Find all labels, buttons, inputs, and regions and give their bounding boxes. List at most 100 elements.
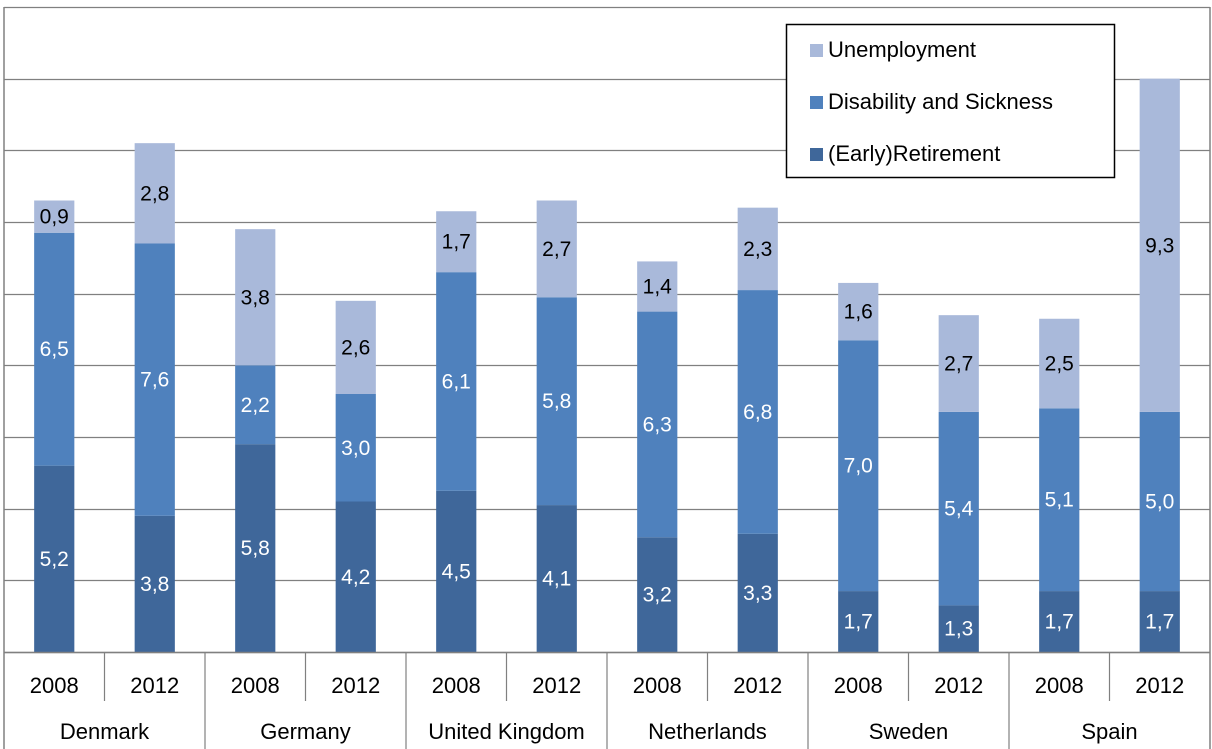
bar-segment-disability [436, 272, 477, 491]
data-label-retirement: 4,2 [341, 566, 370, 589]
bar-segment-disability [737, 290, 778, 534]
bar-segment-retirement [1039, 591, 1080, 652]
data-label-disability: 6,5 [40, 338, 69, 361]
x-tick-country: United Kingdom [428, 719, 585, 744]
data-label-retirement: 3,3 [743, 582, 772, 605]
data-label-unemployment: 0,9 [40, 206, 69, 229]
data-label-disability: 6,3 [643, 413, 672, 436]
bar-segment-disability [235, 365, 276, 445]
legend-label-disability: Disability and Sickness [828, 89, 1053, 114]
data-label-disability: 5,4 [944, 498, 974, 521]
data-label-unemployment: 2,8 [140, 182, 169, 205]
x-tick-year: 2012 [934, 673, 983, 698]
x-tick-year: 2012 [130, 673, 179, 698]
bar-segment-unemployment [737, 207, 778, 291]
data-label-unemployment: 1,4 [643, 276, 673, 299]
bar-segment-retirement [436, 490, 477, 652]
bar-segment-retirement [637, 537, 678, 652]
x-tick-year: 2008 [1035, 673, 1084, 698]
data-label-disability: 5,1 [1045, 489, 1074, 512]
bars: 5,2 6,5 0,9 3,8 7,6 2,8 5,8 2,2 3,8 4,2 3,0 2,6 4,5 6… [34, 78, 1180, 652]
x-tick-year: 2012 [733, 673, 782, 698]
bar-segment-disability [536, 297, 577, 506]
x-tick-country: Spain [1081, 719, 1137, 744]
x-tick-country: Germany [260, 719, 350, 744]
bar-segment-unemployment [34, 200, 75, 233]
legend-label-retirement: (Early)Retirement [828, 141, 1000, 166]
bar-segment-disability [1039, 408, 1080, 592]
bar-segment-unemployment [134, 143, 175, 244]
bar-segment-disability [34, 232, 75, 466]
data-label-retirement: 4,5 [442, 560, 471, 583]
bar-segment-retirement [335, 501, 376, 652]
bar-segment-unemployment [335, 300, 376, 394]
data-label-disability: 3,0 [341, 437, 370, 460]
data-label-retirement: 5,2 [40, 548, 69, 571]
bar-segment-disability [1139, 411, 1180, 592]
x-tick-year: 2008 [231, 673, 280, 698]
bar-segment-unemployment [838, 282, 879, 341]
bar-segment-unemployment [235, 229, 276, 366]
data-label-unemployment: 3,8 [241, 286, 270, 309]
bar-segment-retirement [838, 591, 879, 652]
legend-swatch-unemployment [810, 44, 823, 57]
data-label-unemployment: 9,3 [1145, 234, 1174, 257]
data-label-retirement: 3,2 [643, 584, 672, 607]
legend-swatch-disability [810, 96, 823, 109]
data-label-retirement: 1,7 [1045, 611, 1074, 634]
bar-segment-unemployment [1139, 78, 1180, 412]
data-label-disability: 5,0 [1145, 491, 1174, 514]
legend-label-unemployment: Unemployment [828, 37, 976, 62]
bar-segment-unemployment [436, 211, 477, 273]
bar-segment-unemployment [938, 315, 979, 412]
x-tick-country: Netherlands [648, 719, 767, 744]
x-tick-year: 2012 [1135, 673, 1184, 698]
bar-segment-unemployment [536, 200, 577, 298]
bar-segment-retirement [1139, 591, 1180, 652]
data-label-unemployment: 2,3 [743, 238, 772, 261]
bar-segment-disability [637, 311, 678, 538]
gridlines [3, 6, 1211, 749]
legend-box [785, 23, 1116, 179]
x-tick-country: Denmark [60, 719, 150, 744]
bar-segment-disability [838, 340, 879, 592]
data-label-unemployment: 1,7 [442, 231, 471, 254]
data-label-retirement: 3,8 [140, 573, 169, 596]
data-label-disability: 7,6 [140, 369, 169, 392]
bar-segment-retirement [134, 515, 175, 652]
bar-segment-unemployment [1039, 318, 1080, 409]
data-label-unemployment: 2,5 [1045, 353, 1074, 376]
bar-segment-disability [938, 411, 979, 606]
bar-segment-unemployment [637, 261, 678, 312]
bar-segment-retirement [536, 505, 577, 652]
bar-segment-disability [335, 394, 376, 502]
data-label-unemployment: 2,7 [944, 353, 973, 376]
bar-segment-retirement [737, 533, 778, 652]
data-label-unemployment: 2,6 [341, 336, 370, 359]
legend: Unemployment Disability and Sickness (Earl… [785, 23, 1116, 179]
data-label-retirement: 1,7 [1145, 611, 1174, 634]
data-label-retirement: 5,8 [241, 537, 270, 560]
bar-segment-retirement [235, 444, 276, 652]
data-label-disability: 2,2 [241, 394, 270, 417]
data-label-retirement: 4,1 [542, 568, 571, 591]
bar-segment-retirement [938, 605, 979, 652]
x-tick-year: 2008 [633, 673, 682, 698]
bar-segment-disability [134, 243, 175, 516]
x-tick-country: Sweden [869, 719, 949, 744]
x-tick-year: 2008 [834, 673, 883, 698]
data-label-unemployment: 1,6 [844, 301, 873, 324]
data-label-disability: 7,0 [844, 455, 873, 478]
bar-segment-retirement [34, 465, 75, 652]
data-label-disability: 6,8 [743, 401, 772, 424]
data-label-retirement: 1,7 [844, 611, 873, 634]
x-tick-year: 2008 [432, 673, 481, 698]
legend-swatch-retirement [810, 148, 823, 161]
x-tick-year: 2008 [30, 673, 79, 698]
data-label-disability: 5,8 [542, 390, 571, 413]
x-tick-year: 2012 [532, 673, 581, 698]
data-label-unemployment: 2,7 [542, 238, 571, 261]
data-label-retirement: 1,3 [944, 618, 973, 641]
x-axis: 2008 2012 Denmark 2008 2012 Germany 2008 2012 Un… [4, 651, 1210, 749]
